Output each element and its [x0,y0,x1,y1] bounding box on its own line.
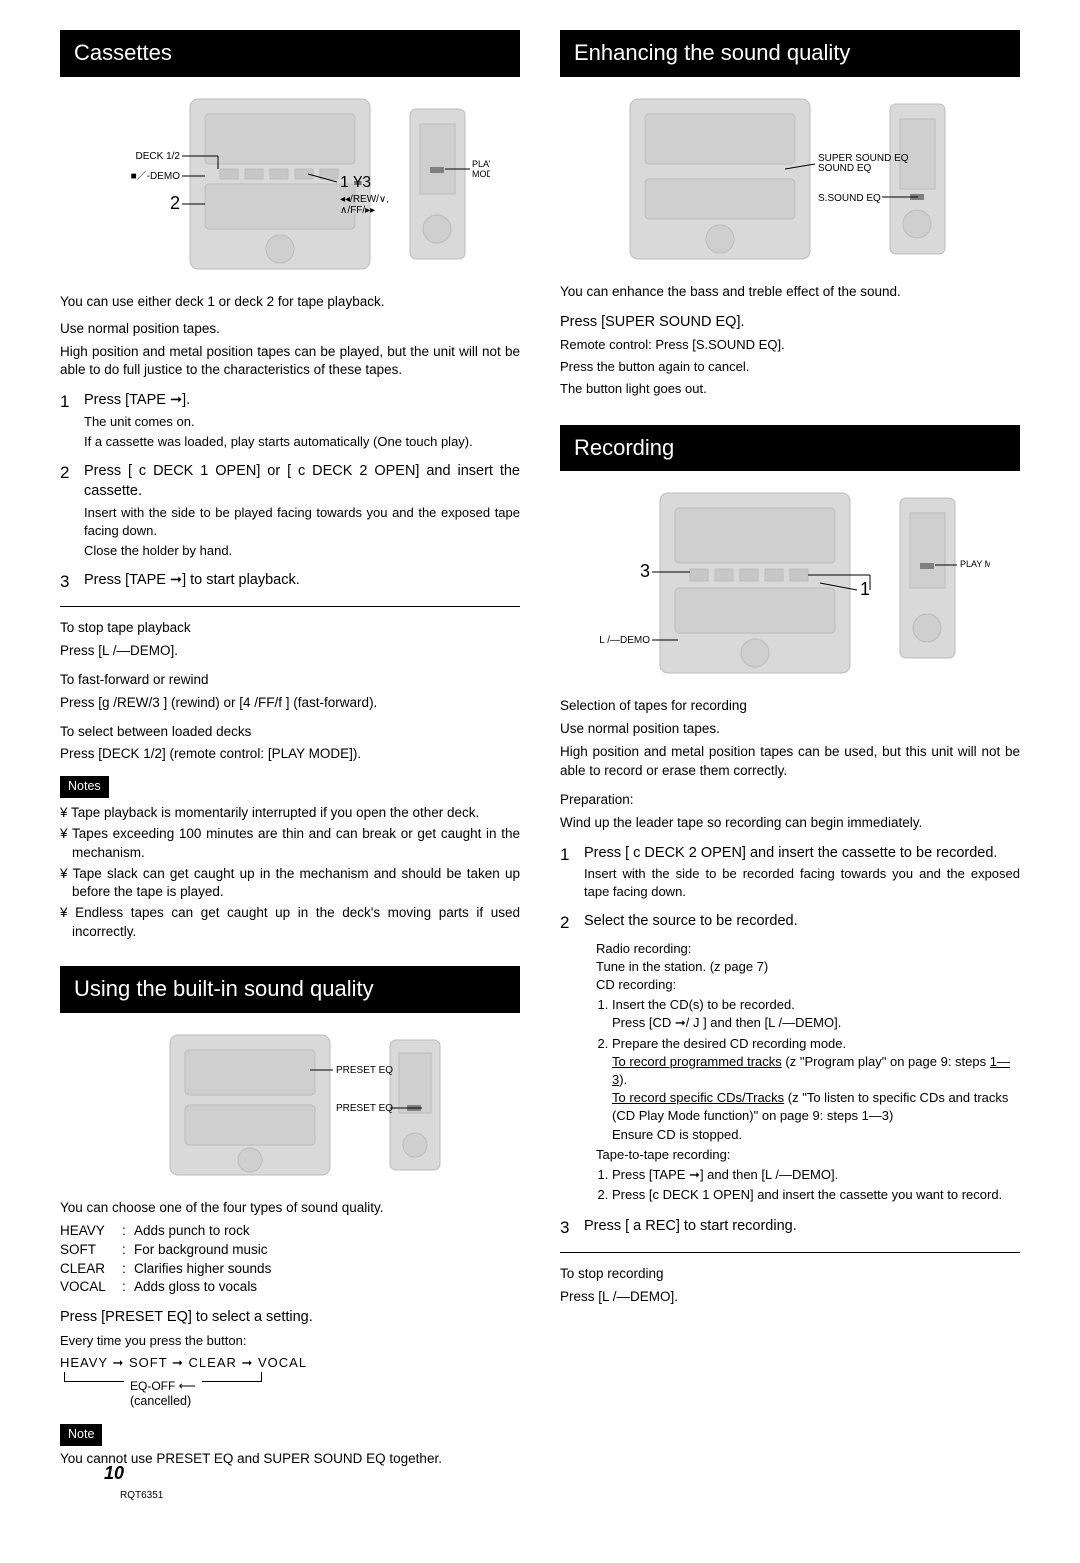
cassettes-step-3: 3 Press [TAPE ➞] to start playback. [60,570,520,594]
svg-text:PLAY MODE: PLAY MODE [472,159,490,169]
svg-text:PRESET EQ: PRESET EQ [336,1103,393,1114]
svg-text:3: 3 [640,561,650,581]
eq-cancelled: (cancelled) [130,1393,520,1411]
cassettes-tapes-b: High position and metal position tapes c… [60,343,520,381]
rec-sel-b1: Use normal position tapes. [560,720,1020,739]
rec-prep-b: Wind up the leader tape so recording can… [560,814,1020,833]
enhance-light: The button light goes out. [560,380,1020,398]
page-number: 10 [104,1461,124,1486]
rec-sel-b2: High position and metal position tapes c… [560,743,1020,781]
enhance-remote: Remote control: Press [S.SOUND EQ]. [560,336,1020,354]
stop-playback-b: Press [L /—DEMO]. [60,642,520,661]
preset-note: You cannot use PRESET EQ and SUPER SOUND… [60,1450,520,1469]
rec-prep-h: Preparation: [560,791,1020,810]
cassettes-intro: You can use either deck 1 or deck 2 for … [60,293,520,312]
svg-text:L /—DEMO: L /—DEMO [599,635,650,646]
svg-text:PLAY MODE: PLAY MODE [960,559,990,569]
svg-text:DECK 1/2: DECK 1/2 [136,151,181,162]
preset-press: Press [PRESET EQ] to select a setting. [60,1307,520,1327]
enhance-again: Press the button again to cancel. [560,358,1020,376]
svg-text:∧/FF/▸▸: ∧/FF/▸▸ [340,205,375,216]
svg-text:◂◂/REW/∨,: ◂◂/REW/∨, [340,194,389,205]
builtin-diagram: PRESET EQ PRESET EQ [60,1025,520,1185]
recording-step-3: 3 Press [ a REC] to start recording. [560,1216,1020,1240]
svg-text:S.SOUND EQ: S.SOUND EQ [818,193,881,204]
eq-flow-loop: EQ-OFF ⟵ [60,1376,520,1393]
select-decks-h: To select between loaded decks [60,723,520,742]
recording-step-2: 2 Select the source to be recorded. Radi… [560,911,1020,1206]
rec-stop-b: Press [L /—DEMO]. [560,1288,1020,1307]
stop-playback-h: To stop tape playback [60,619,520,638]
notes-badge: Notes [60,776,109,798]
recording-step-1: 1 Press [ c DECK 2 OPEN] and insert the … [560,843,1020,902]
eq-flow: HEAVY ➞ SOFT ➞ CLEAR ➞ VOCAL [60,1354,520,1372]
doc-id: RQT6351 [120,1489,163,1503]
ff-rewind-b: Press [g /REW/3 ] (rewind) or [4 /FF/f ]… [60,694,520,713]
svg-text:■／-DEMO: ■／-DEMO [131,170,181,182]
enhance-press: Press [SUPER SOUND EQ]. [560,312,1020,332]
svg-text:2: 2 [170,193,180,213]
svg-text:PRESET EQ: PRESET EQ [336,1065,393,1076]
section-title-builtin: Using the built-in sound quality [60,966,520,1013]
select-decks-b: Press [DECK 1/2] (remote control: [PLAY … [60,745,520,764]
svg-text:1: 1 [860,579,870,599]
rec-stop-h: To stop recording [560,1265,1020,1284]
builtin-intro: You can choose one of the four types of … [60,1199,520,1218]
rec-sel-h: Selection of tapes for recording [560,697,1020,716]
cassettes-tapes-a: Use normal position tapes. [60,320,520,339]
cassettes-diagram: DECK 1/2 ■／-DEMO 2 1 ¥3 ◂◂/REW/∨, ∧/FF/▸… [60,89,520,279]
section-title-enhance: Enhancing the sound quality [560,30,1020,77]
enhance-diagram: SUPER SOUND EQ SOUND EQ S.SOUND EQ [560,89,1020,269]
preset-every: Every time you press the button: [60,1332,520,1350]
cassettes-notes: Tape playback is momentarily interrupted… [60,804,520,942]
recording-diagram: 3 1 L /—DEMO PLAY MODE [560,483,1020,683]
svg-text:1 ¥3: 1 ¥3 [340,174,371,191]
enhance-intro: You can enhance the bass and treble effe… [560,283,1020,302]
svg-text:SOUND EQ: SOUND EQ [818,163,872,174]
svg-text:MODE: MODE [472,169,490,179]
ff-rewind-h: To fast-forward or rewind [60,671,520,690]
section-title-recording: Recording [560,425,1020,472]
section-title-cassettes: Cassettes [60,30,520,77]
cassettes-step-1: 1 Press [TAPE ➞]. The unit comes on. If … [60,390,520,451]
eq-list: HEAVY:Adds punch to rock SOFT:For backgr… [60,1222,520,1298]
note-badge: Note [60,1424,102,1446]
cassettes-step-2: 2 Press [ c DECK 1 OPEN] or [ c DECK 2 O… [60,461,520,560]
